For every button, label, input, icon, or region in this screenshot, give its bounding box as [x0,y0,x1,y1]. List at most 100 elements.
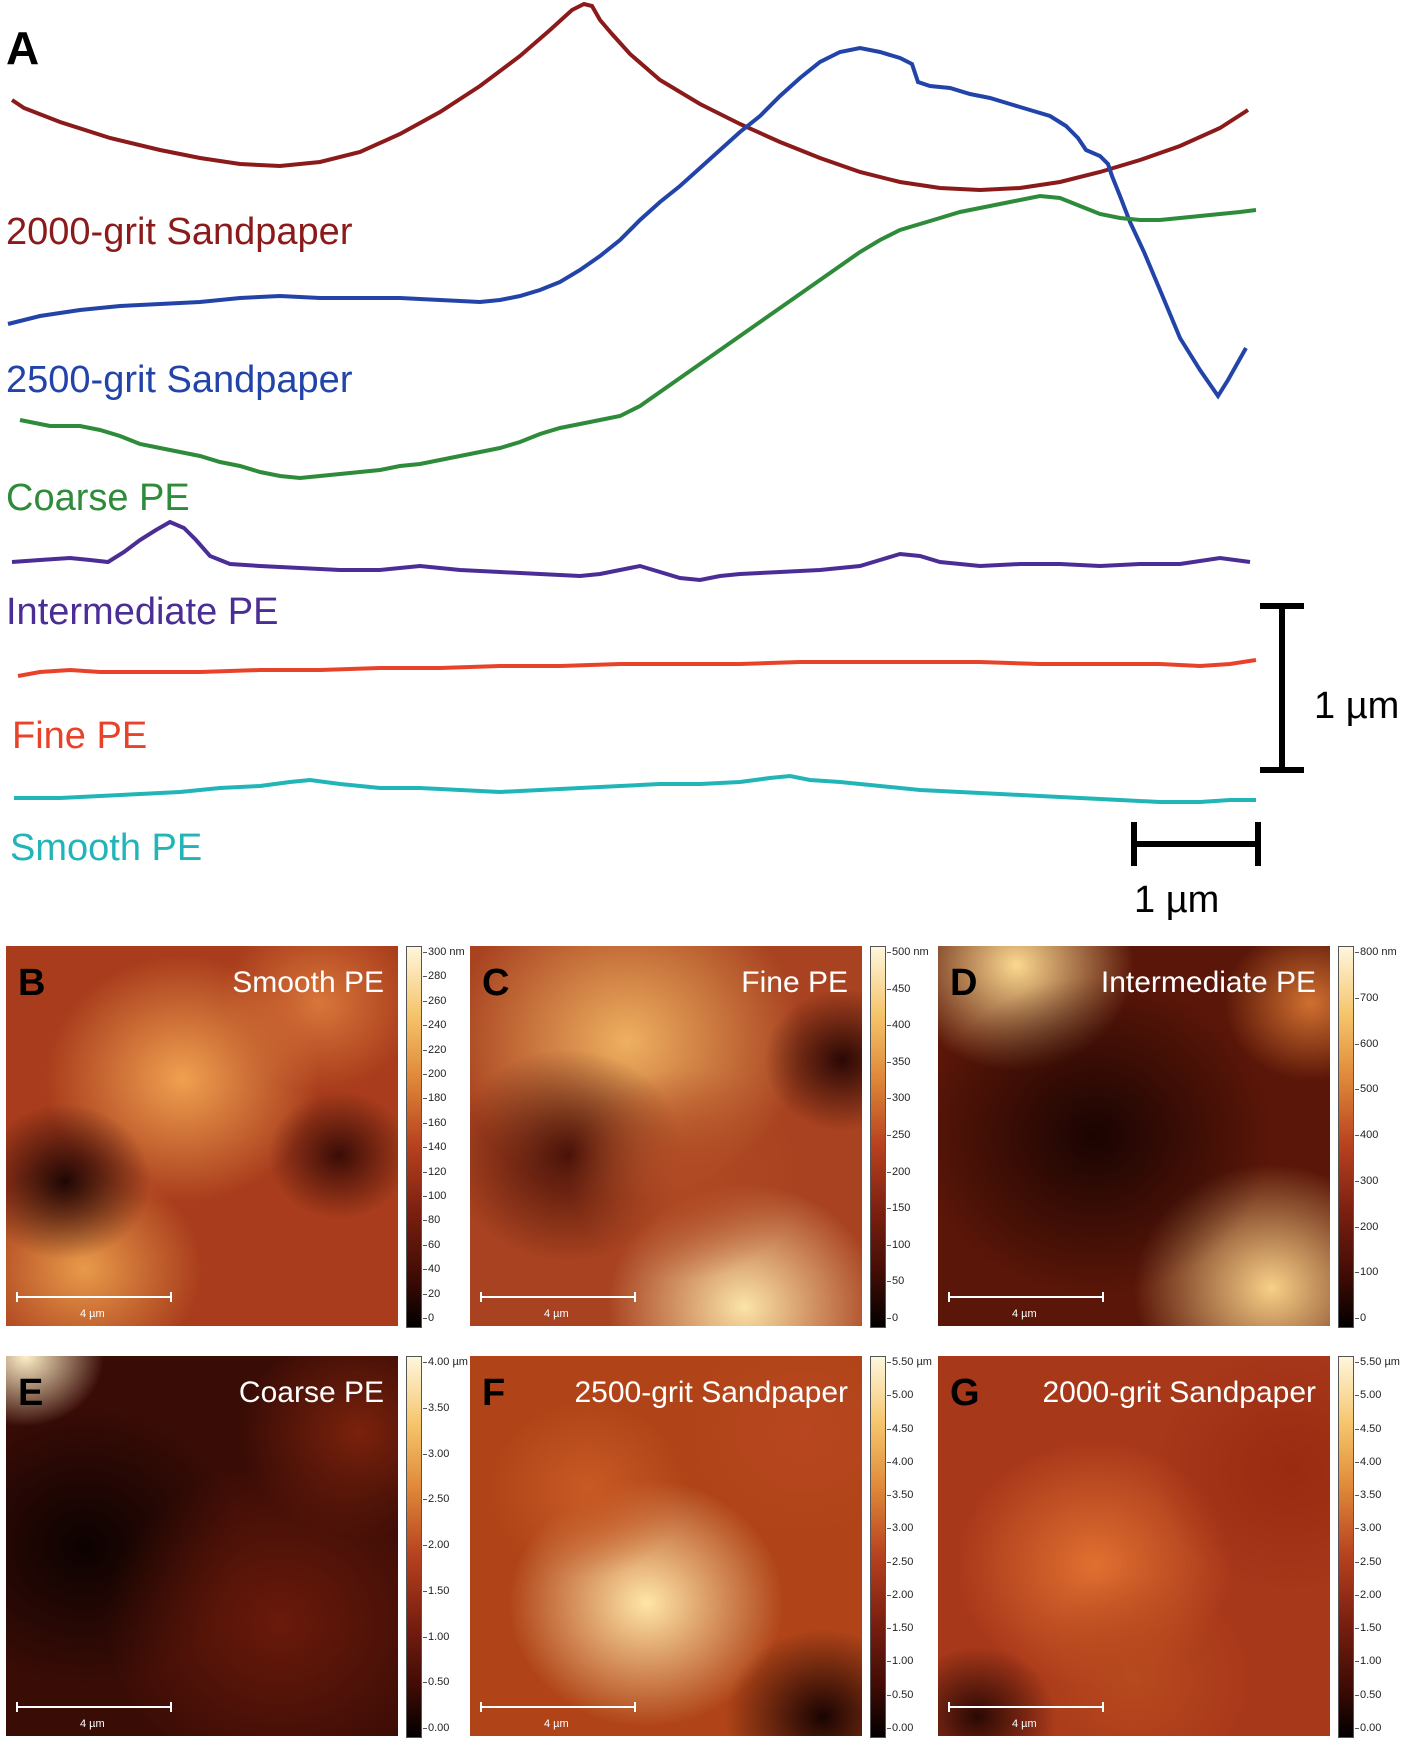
colorbar-tick-label: 160 [422,1116,447,1129]
panel-label-d: D [950,962,978,1004]
colorbar-tick-label: 0.50 [886,1688,914,1701]
afm-height-map [938,946,1330,1326]
colorbar-tick-label: 600 [1354,1037,1379,1050]
afm-scale-bar-label: 4 µm [80,1308,105,1320]
colorbar-tick-label: 300 [1354,1174,1379,1187]
colorbar-tick-label: 2.50 [1354,1555,1382,1568]
afm-image-c: C Fine PE 4 µm [470,946,862,1326]
colorbar-tick-label: 20 [422,1287,441,1300]
vertical-scale-label: 1 µm [1314,685,1399,727]
afm-sample-name: Intermediate PE [1100,966,1316,999]
afm-scale-bar [16,1702,172,1712]
colorbar-tick-label: 3.00 [1354,1522,1382,1535]
profile-2500-grit [7,45,1248,400]
colorbar-tick-label: 0 [1354,1312,1367,1324]
afm-scale-bar [480,1292,636,1302]
colorbar-tick-label: 3.50 [422,1401,450,1414]
profile-2000-grit [10,1,1250,193]
colorbar-tick-label: 800 nm [1355,946,1397,958]
afm-scale-bar [948,1292,1104,1302]
colorbar-tick-label: 60 [422,1238,441,1251]
colorbar-tick-label: 1.00 [1354,1655,1382,1668]
colorbar-tick-label: 4.00 [886,1455,914,1468]
afm-scale-bar [948,1702,1104,1712]
afm-sample-name: 2500-grit Sandpaper [574,1376,848,1409]
colorbar-tick-label: 40 [422,1263,441,1276]
panel-label-f: F [482,1372,506,1414]
vertical-scale-bar [1260,603,1304,773]
colorbar-tick-label: 100 [886,1238,911,1251]
colorbar-tick-label: 0 [422,1312,435,1324]
afm-height-map [470,1356,862,1736]
colorbar-tick-label: 5.50 µm [1355,1356,1400,1368]
colorbar-ticks: 5.50 µm 5.00 4.50 4.00 3.50 3.00 2.50 2.00 1.50 1… [1354,1356,1422,1736]
colorbar [406,1356,422,1738]
afm-height-map [6,946,398,1326]
colorbar-ticks: 500 nm 450 400 350 300 250 200 150 100 50 0 [886,946,962,1326]
colorbar-ticks: 800 nm 700 600 500 400 300 200 100 0 [1354,946,1422,1326]
colorbar-tick-label: 100 [422,1190,447,1202]
afm-sample-name: 2000-grit Sandpaper [1042,1376,1316,1409]
panel-label-a: A [6,22,39,74]
colorbar-tick-label: 5.00 [1354,1389,1382,1402]
colorbar-tick-label: 300 nm [423,946,465,958]
profile-coarse-pe [19,193,1257,481]
colorbar-tick-label: 500 nm [887,946,929,958]
colorbar [406,946,422,1328]
afm-image-d: D Intermediate PE 4 µm [938,946,1330,1326]
colorbar-tick-label: 120 [422,1165,447,1178]
colorbar-tick-label: 1.50 [1354,1622,1382,1635]
colorbar-tick-label: 240 [422,1019,447,1032]
colorbar [1338,1356,1354,1738]
horizontal-scale-bar [1131,822,1261,866]
horizontal-scale-label: 1 µm [1134,879,1219,920]
profile-panel: A 2000-grit Sandpaper 2500-grit Sandpape… [6,1,1399,920]
label-coarse-pe: Coarse PE [6,477,190,519]
label-fine-pe: Fine PE [12,715,147,757]
afm-height-map [6,1356,398,1736]
colorbar-tick-label: 2.00 [886,1588,914,1601]
colorbar-ticks: 5.50 µm 5.00 4.50 4.00 3.50 3.00 2.50 2.00 1.50 1… [886,1356,962,1736]
colorbar-tick-label: 5.50 µm [887,1356,932,1368]
colorbar-tick-label: 0.00 [422,1722,450,1734]
colorbar-tick-label: 2.50 [886,1555,914,1568]
afm-image-b: B Smooth PE 4 µm [6,946,398,1326]
colorbar-tick-label: 280 [422,970,447,983]
colorbar-tick-label: 140 [422,1141,447,1154]
profile-fine-pe [17,658,1257,678]
colorbar-tick-label: 400 [886,1019,911,1032]
colorbar-tick-label: 250 [886,1129,911,1141]
afm-scale-bar-label: 4 µm [80,1718,105,1730]
colorbar-tick-label: 4.00 [1354,1455,1382,1468]
colorbar-tick-label: 200 [422,1068,447,1080]
panel-label-c: C [482,962,510,1004]
panel-label-e: E [18,1372,44,1414]
afm-sample-name: Coarse PE [238,1376,384,1409]
colorbar-tick-label: 500 [1354,1083,1379,1096]
label-smooth-pe: Smooth PE [10,827,202,869]
colorbar-tick-label: 2.50 [422,1493,450,1506]
colorbar [870,1356,886,1738]
colorbar-tick-label: 3.00 [422,1447,450,1460]
label-2500-grit: 2500-grit Sandpaper [6,359,353,401]
colorbar-tick-label: 2.00 [1354,1588,1382,1601]
colorbar-tick-label: 50 [886,1275,905,1288]
afm-height-map [470,946,862,1326]
colorbar-tick-label: 260 [422,994,447,1007]
colorbar-tick-label: 4.00 µm [423,1356,468,1368]
colorbar-tick-label: 450 [886,982,911,995]
colorbar-tick-label: 200 [886,1165,911,1178]
afm-scale-bar-label: 4 µm [544,1718,569,1730]
afm-image-e: E Coarse PE 4 µm [6,1356,398,1736]
colorbar-tick-label: 350 [886,1055,911,1068]
colorbar-tick-label: 5.00 [886,1389,914,1402]
colorbar-tick-label: 220 [422,1043,447,1056]
afm-scale-bar-label: 4 µm [1012,1718,1037,1730]
colorbar-tick-label: 0.00 [1354,1722,1382,1734]
colorbar-tick-label: 4.50 [886,1422,914,1435]
colorbar-tick-label: 300 [886,1092,911,1105]
colorbar-tick-label: 400 [1354,1129,1379,1141]
afm-scale-bar-label: 4 µm [1012,1308,1037,1320]
afm-scale-bar [480,1702,636,1712]
colorbar-tick-label: 2.00 [422,1539,450,1551]
